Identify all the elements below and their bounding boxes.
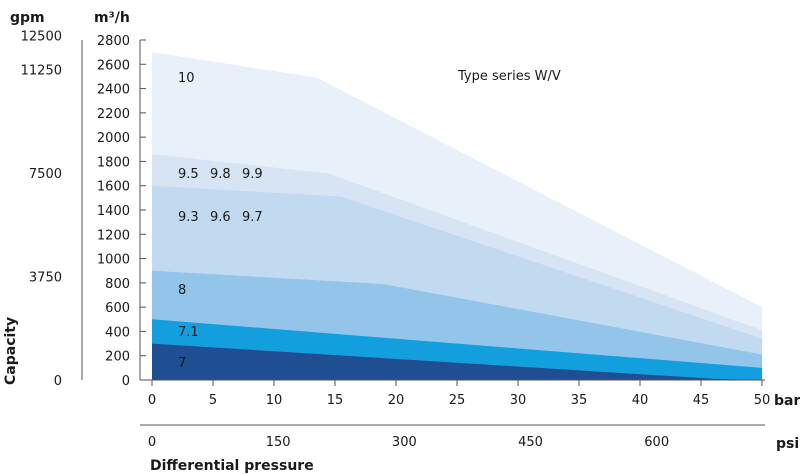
band-label-4-0: 7.1 xyxy=(178,325,199,340)
chart-title: Type series W/V xyxy=(457,69,561,84)
area-band-5 xyxy=(152,343,762,380)
gpm-tick-label-3: 11250 xyxy=(21,64,62,79)
x-tick-label-4: 20 xyxy=(388,393,405,408)
x-tick-label-9: 45 xyxy=(693,393,710,408)
x-tick-label-5: 25 xyxy=(449,393,466,408)
band-label-2-1: 9.6 xyxy=(210,210,231,225)
y-unit-gpm: gpm xyxy=(10,10,45,26)
area-bands xyxy=(152,52,762,381)
y-tick-label-8: 1600 xyxy=(97,180,130,195)
band-label-5-0: 7 xyxy=(178,356,186,371)
band-label-1-2: 9.9 xyxy=(242,167,263,182)
gpm-tick-label-2: 7500 xyxy=(29,167,62,182)
y-axis-title: Capacity xyxy=(3,317,19,385)
x-tick-label-8: 40 xyxy=(632,393,649,408)
x-tick-label-0: 0 xyxy=(148,393,156,408)
y-tick-label-2: 400 xyxy=(105,325,130,340)
x-tick-label-6: 30 xyxy=(510,393,527,408)
y-unit-m3h: m³/h xyxy=(94,10,130,26)
psi-tick-label-3: 450 xyxy=(518,435,543,450)
x-unit-bar: bar xyxy=(774,393,800,409)
y-tick-label-9: 1800 xyxy=(97,155,130,170)
axes: 0200400600800100012001400160018002000220… xyxy=(21,29,771,450)
y-tick-label-10: 2000 xyxy=(97,131,130,146)
y-tick-label-12: 2400 xyxy=(97,83,130,98)
y-tick-label-11: 2200 xyxy=(97,107,130,122)
psi-tick-label-1: 150 xyxy=(266,435,291,450)
x-tick-label-1: 5 xyxy=(209,393,217,408)
y-tick-label-1: 200 xyxy=(105,350,130,365)
band-labels: 10 9.5 9.8 9.9 9.3 9.6 9.7 8 7.1 7 xyxy=(178,71,263,371)
y-tick-label-14: 2800 xyxy=(97,34,130,49)
x-tick-label-10: 50 xyxy=(754,393,771,408)
band-label-3-0: 8 xyxy=(178,283,186,298)
gpm-tick-label-1: 3750 xyxy=(29,271,62,286)
band-label-1-0: 9.5 xyxy=(178,167,199,182)
psi-tick-label-4: 600 xyxy=(644,435,669,450)
band-label-0-0: 10 xyxy=(178,71,195,86)
psi-tick-label-0: 0 xyxy=(148,435,156,450)
x-tick-label-7: 35 xyxy=(571,393,588,408)
band-label-2-2: 9.7 xyxy=(242,210,263,225)
band-label-1-1: 9.8 xyxy=(210,167,231,182)
y-tick-label-7: 1400 xyxy=(97,204,130,219)
gpm-tick-label-4: 12500 xyxy=(21,29,62,44)
y-tick-label-4: 800 xyxy=(105,277,130,292)
x-unit-psi: psi xyxy=(776,436,799,452)
gpm-tick-label-0: 0 xyxy=(54,374,62,389)
x-tick-label-3: 15 xyxy=(327,393,344,408)
x-tick-label-2: 10 xyxy=(266,393,283,408)
x-axis-title: Differential pressure xyxy=(150,458,314,474)
band-label-2-0: 9.3 xyxy=(178,210,199,225)
y-tick-label-6: 1200 xyxy=(97,228,130,243)
y-tick-label-0: 0 xyxy=(122,374,130,389)
y-tick-label-5: 1000 xyxy=(97,253,130,268)
y-tick-label-13: 2600 xyxy=(97,58,130,73)
psi-tick-label-2: 300 xyxy=(392,435,417,450)
y-tick-label-3: 600 xyxy=(105,301,130,316)
